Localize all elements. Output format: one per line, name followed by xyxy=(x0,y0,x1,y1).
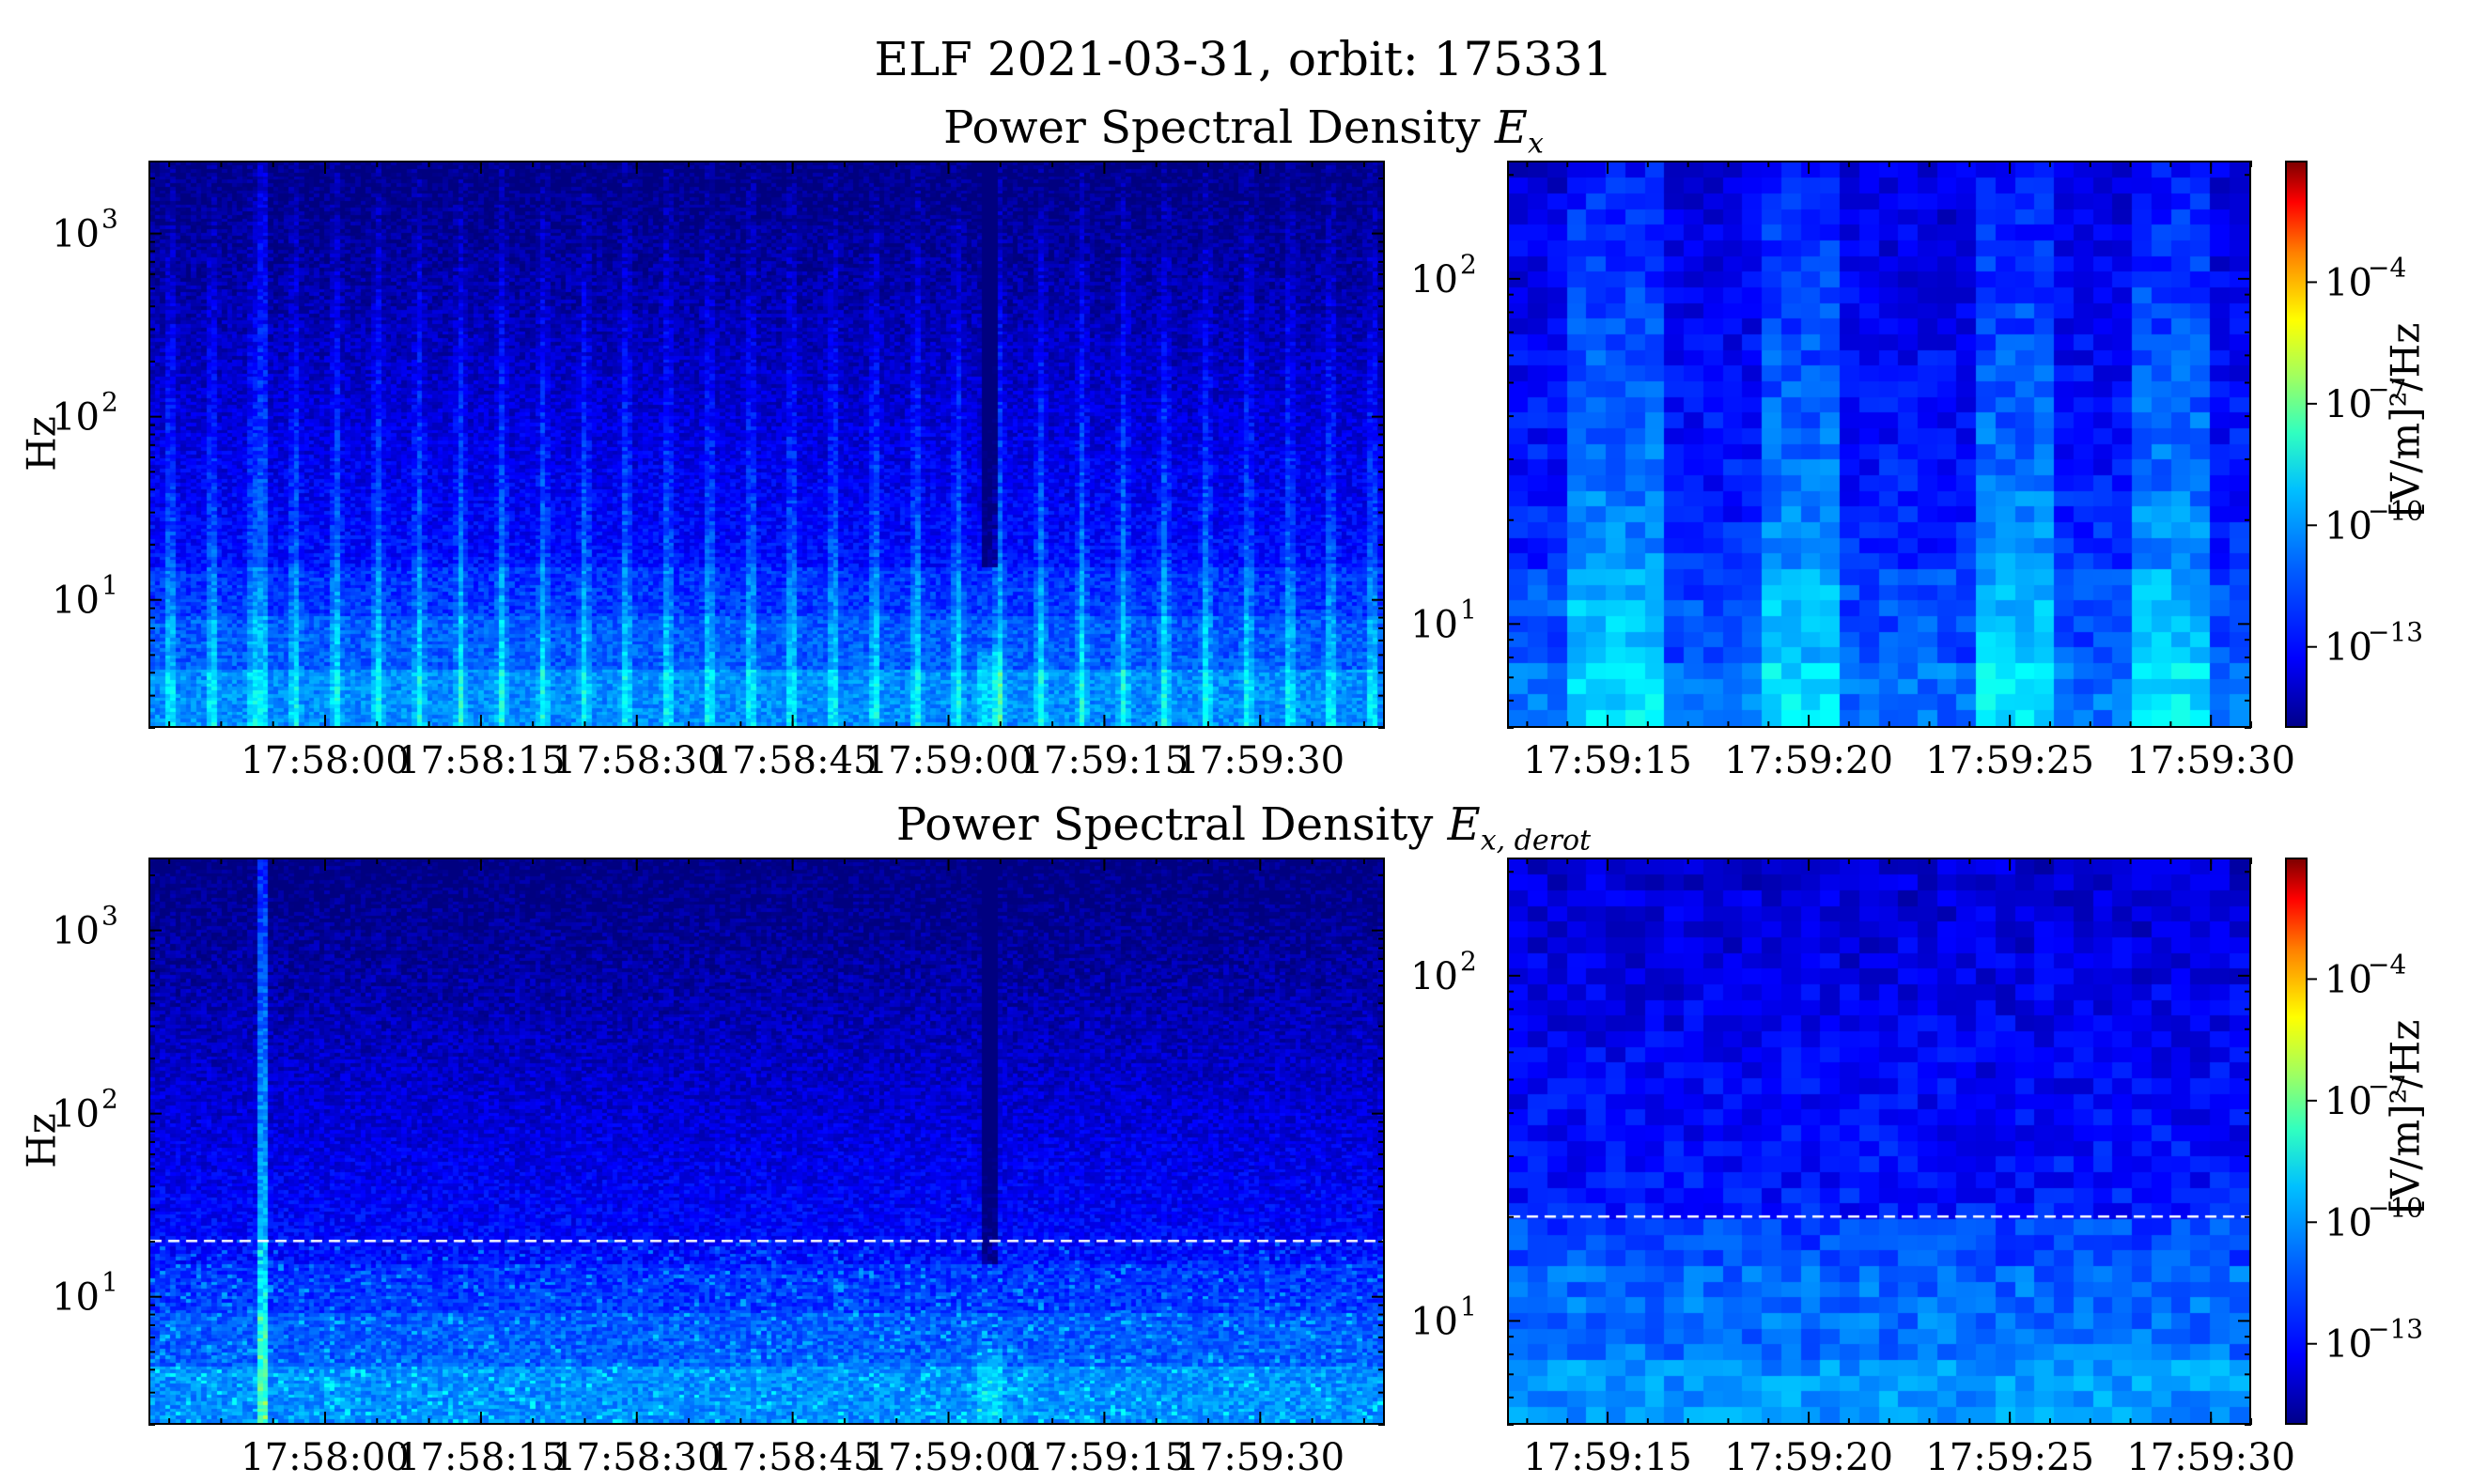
ytick-exponent: 2 xyxy=(1460,249,1477,280)
xtick-label: 17:58:30 xyxy=(552,739,722,782)
ytick-label: 10 xyxy=(52,1276,100,1320)
xtick-label: 17:58:00 xyxy=(241,1436,410,1479)
colorbar-tick-label: 10 xyxy=(2324,958,2372,1001)
xtick-label: 17:59:15 xyxy=(1020,1436,1189,1479)
xtick-label: 17:58:45 xyxy=(708,1436,878,1479)
colorbar-tick-label: 10 xyxy=(2324,383,2372,426)
ytick-exponent: 1 xyxy=(101,1267,118,1298)
colorbar-tick-label: 10 xyxy=(2324,1323,2372,1367)
ytick-exponent: 3 xyxy=(101,901,118,932)
colorbar-label-top: [V/m]²/Hz xyxy=(2382,322,2429,518)
colorbar-label-bottom: [V/m]²/Hz xyxy=(2382,1019,2429,1214)
colorbar-tick-exponent: −4 xyxy=(2368,252,2406,283)
xtick-label: 17:59:30 xyxy=(1175,739,1345,782)
xtick-label: 17:59:30 xyxy=(1175,1436,1345,1479)
colorbar-tick-label: 10 xyxy=(2324,261,2372,304)
colorbar-tick-exponent: −13 xyxy=(2368,1314,2423,1345)
ytick-exponent: 1 xyxy=(101,570,118,601)
colorbar-tick-label: 10 xyxy=(2324,504,2372,548)
xtick-label: 17:59:00 xyxy=(864,739,1034,782)
xtick-label: 17:59:30 xyxy=(2126,1436,2295,1479)
ytick-exponent: 2 xyxy=(101,1084,118,1115)
ytick-exponent: 1 xyxy=(1460,594,1477,625)
xtick-label: 17:59:30 xyxy=(2126,739,2295,782)
xtick-label: 17:59:20 xyxy=(1724,1436,1893,1479)
xtick-label: 17:59:25 xyxy=(1925,739,2094,782)
ylabel-top: Hz xyxy=(18,416,65,471)
xtick-label: 17:59:20 xyxy=(1724,739,1893,782)
heatmap-bottom-right xyxy=(1507,858,2251,1425)
ytick-label: 10 xyxy=(52,213,100,256)
heatmap-top-right xyxy=(1507,161,2251,728)
ytick-label: 10 xyxy=(52,580,100,623)
ytick-exponent: 1 xyxy=(1460,1291,1477,1322)
ytick-label: 10 xyxy=(1410,1300,1458,1343)
colorbar-tick-label: 10 xyxy=(2324,1201,2372,1244)
xtick-label: 17:58:30 xyxy=(552,1436,722,1479)
xtick-label: 17:58:00 xyxy=(241,739,410,782)
ytick-label: 10 xyxy=(52,910,100,953)
colorbar-tick-label: 10 xyxy=(2324,1080,2372,1123)
ytick-label: 10 xyxy=(1410,258,1458,301)
xtick-label: 17:58:45 xyxy=(708,739,878,782)
ytick-exponent: 2 xyxy=(1460,946,1477,977)
ytick-label: 10 xyxy=(1410,955,1458,998)
xtick-label: 17:58:15 xyxy=(396,1436,566,1479)
colorbar-bottom xyxy=(2285,858,2308,1425)
ytick-exponent: 2 xyxy=(101,387,118,418)
heatmap-bottom-left xyxy=(148,858,1385,1425)
colorbar-tick-label: 10 xyxy=(2324,626,2372,670)
heatmap-top-left xyxy=(148,161,1385,728)
colorbar-tick-exponent: −13 xyxy=(2368,617,2423,648)
xtick-label: 17:59:15 xyxy=(1523,739,1692,782)
row2-title: Power Spectral Density Ex, derot xyxy=(895,798,1592,858)
ytick-label: 10 xyxy=(1410,603,1458,646)
ytick-exponent: 3 xyxy=(101,204,118,235)
row1-title: Power Spectral Density Ex xyxy=(943,101,1544,161)
xtick-label: 17:58:15 xyxy=(396,739,566,782)
figure-suptitle: ELF 2021-03-31, orbit: 175331 xyxy=(874,32,1613,86)
xtick-label: 17:59:15 xyxy=(1020,739,1189,782)
ylabel-bottom: Hz xyxy=(18,1113,65,1168)
xtick-label: 17:59:00 xyxy=(864,1436,1034,1479)
colorbar-top xyxy=(2285,161,2308,728)
xtick-label: 17:59:25 xyxy=(1925,1436,2094,1479)
xtick-label: 17:59:15 xyxy=(1523,1436,1692,1479)
colorbar-tick-exponent: −4 xyxy=(2368,949,2406,980)
